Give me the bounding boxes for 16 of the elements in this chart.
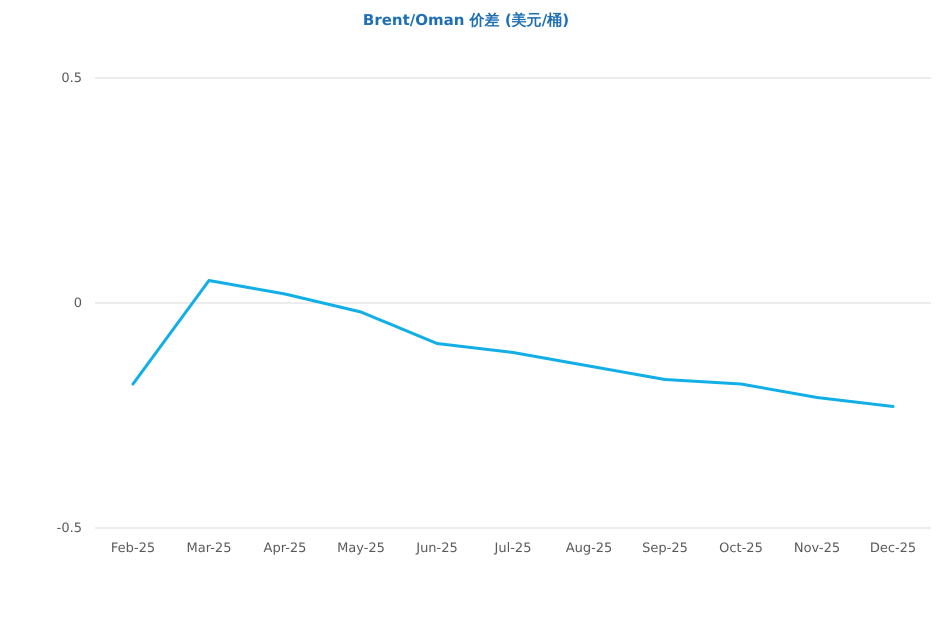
x-tick-label: Dec-25 (870, 541, 916, 556)
x-tick-label: May-25 (337, 541, 385, 556)
x-tick-label: Jun-25 (415, 541, 458, 556)
x-tick-label: Apr-25 (264, 541, 306, 556)
x-tick-label: Nov-25 (794, 541, 840, 556)
y-tick-label: -0.5 (56, 521, 82, 536)
x-tick-label: Sep-25 (642, 541, 688, 556)
y-tick-label: 0 (74, 296, 82, 312)
chart-title: Brent/Oman 价差 (美元/桶) (362, 11, 570, 29)
line-series (132, 279, 894, 408)
x-tick-label: Aug-25 (566, 541, 612, 556)
y-tick-label: 0.5 (61, 71, 82, 86)
x-tick-label: Mar-25 (186, 541, 232, 556)
x-tick-label: Oct-25 (719, 541, 763, 556)
x-tick-label: Jul-25 (494, 541, 532, 556)
x-tick-label: Feb-25 (110, 541, 156, 556)
